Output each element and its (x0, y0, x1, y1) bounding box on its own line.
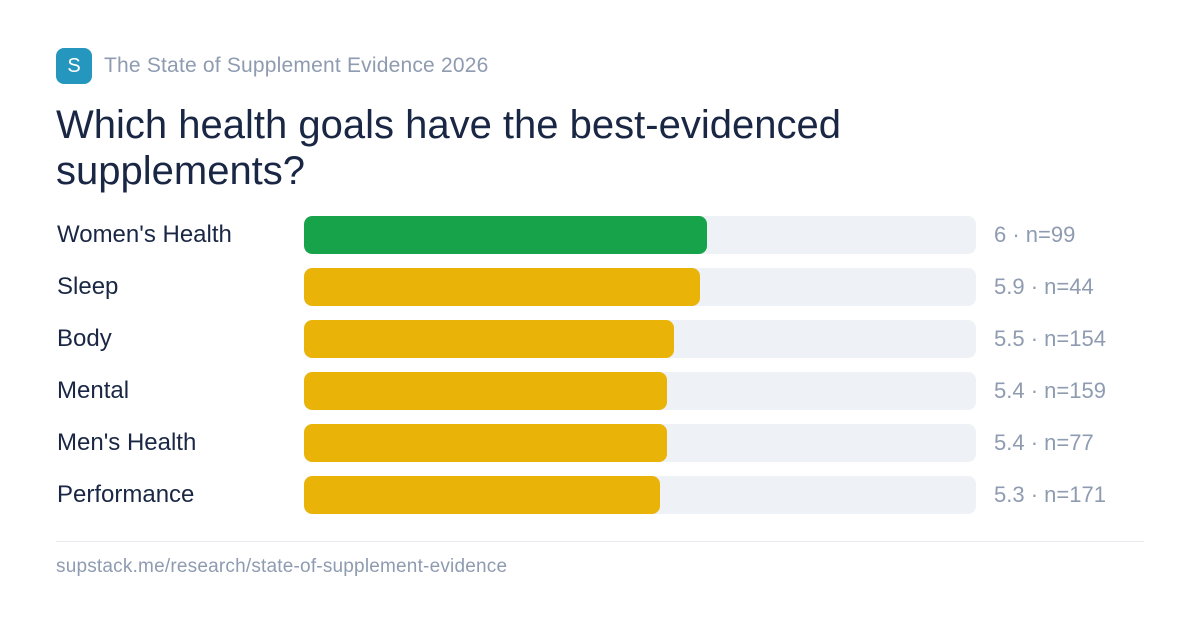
bar-row: Body 5.5 · n=154 (0, 320, 1200, 358)
bar (304, 320, 674, 358)
bar (304, 216, 708, 254)
bar-track (304, 476, 976, 514)
footer-url: supstack.me/research/state-of-supplement… (56, 556, 508, 577)
bar-track (304, 216, 976, 254)
brand-name: The State of Supplement Evidence 2026 (104, 54, 489, 77)
bar-row: Sleep 5.9 · n=44 (0, 268, 1200, 306)
brand-logo: S (56, 48, 92, 84)
category-label: Performance (57, 481, 195, 508)
value-label: 5.4 · n=159 (994, 378, 1106, 403)
category-label: Body (57, 325, 112, 352)
chart-title: Which health goals have the best-evidenc… (56, 103, 841, 193)
bar (304, 476, 661, 514)
value-label: 5.4 · n=77 (994, 430, 1094, 455)
bar-track (304, 372, 976, 410)
bar-track (304, 424, 976, 462)
value-label: 6 · n=99 (994, 222, 1076, 247)
bar (304, 372, 667, 410)
category-label: Women's Health (57, 221, 232, 248)
value-label: 5.3 · n=171 (994, 482, 1106, 507)
brand-header: S The State of Supplement Evidence 2026 (56, 48, 489, 84)
bar-row: Performance 5.3 · n=171 (0, 476, 1200, 514)
footer-divider (56, 541, 1144, 542)
bar-chart: Women's Health 6 · n=99 Sleep 5.9 · n=44 Bod… (0, 216, 1200, 516)
category-label: Men's Health (57, 429, 197, 456)
bar-row: Women's Health 6 · n=99 (0, 216, 1200, 254)
value-label: 5.5 · n=154 (994, 326, 1106, 351)
category-label: Sleep (57, 273, 119, 300)
bar-row: Men's Health 5.4 · n=77 (0, 424, 1200, 462)
bar-track (304, 320, 976, 358)
value-label: 5.9 · n=44 (994, 274, 1094, 299)
bar-row: Mental 5.4 · n=159 (0, 372, 1200, 410)
bar (304, 424, 667, 462)
category-label: Mental (57, 377, 130, 404)
bar-track (304, 268, 976, 306)
bar (304, 268, 701, 306)
